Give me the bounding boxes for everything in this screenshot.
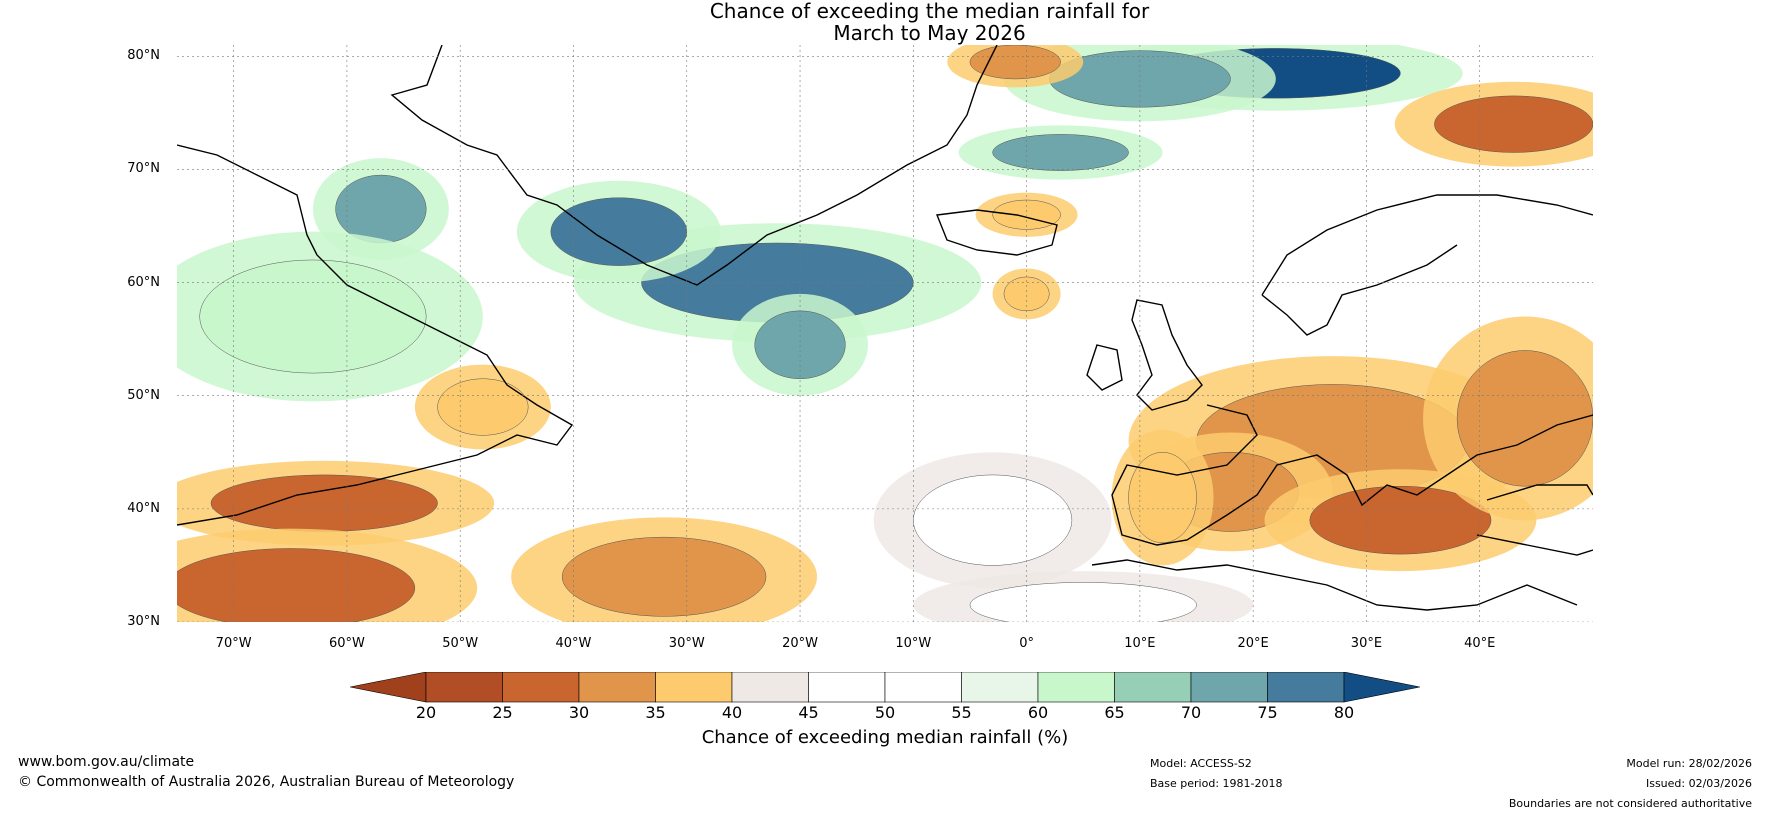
latitude-label: 70°N xyxy=(127,161,160,177)
ireland-coast xyxy=(1086,344,1123,391)
region-turkey-dry xyxy=(1309,485,1492,555)
colorbar-extend-low xyxy=(350,672,427,703)
latitude-label: 60°N xyxy=(127,274,160,290)
colorbar-tick-label: 50 xyxy=(874,703,896,722)
colorbar-bin xyxy=(655,672,733,703)
longitude-label: 50°W xyxy=(442,636,479,651)
longitude-label: 60°W xyxy=(328,636,365,651)
longitude-label: 10°W xyxy=(895,636,932,651)
canada-coast xyxy=(177,144,574,526)
colorbar-bin xyxy=(1267,672,1345,703)
base-period-text: Base period: 1981-2018 xyxy=(1150,777,1283,790)
copyright-text: © Commonwealth of Australia 2026, Austra… xyxy=(18,774,515,790)
website-link[interactable]: www.bom.gov.au/climate xyxy=(18,754,195,770)
britain-coast xyxy=(1131,299,1203,411)
colorbar xyxy=(350,672,1420,703)
colorbar-bin xyxy=(1114,672,1192,703)
latitude-label: 80°N xyxy=(127,48,160,64)
region-labrador-wet xyxy=(199,259,427,374)
longitude-label: 10°E xyxy=(1124,636,1156,651)
colorbar-tick-label: 30 xyxy=(568,703,590,722)
colorbar-tick-label: 35 xyxy=(645,703,666,722)
longitude-label: 40°W xyxy=(555,636,592,651)
longitude-label: 40°E xyxy=(1464,636,1496,651)
colorbar-bin xyxy=(425,672,503,703)
colorbar-bin xyxy=(1037,672,1115,703)
region-irminger-sea-wet xyxy=(550,197,688,266)
region-italy-dry xyxy=(1128,452,1197,544)
colorbar-bin xyxy=(1190,672,1268,703)
africa-coast xyxy=(1091,559,1578,611)
colorbar-bin xyxy=(884,672,962,703)
model-run-text: Model run: 28/02/2026 xyxy=(1626,757,1752,770)
region-iberia-neutral xyxy=(913,474,1073,566)
rainfall-regions xyxy=(177,45,1593,622)
greenland-coast xyxy=(390,45,998,286)
colorbar-extend-high xyxy=(1343,672,1420,703)
colorbar-bin xyxy=(961,672,1039,703)
coastlines xyxy=(177,45,1593,611)
europe-coast xyxy=(1111,404,1593,546)
colorbar-bin xyxy=(731,672,809,703)
issued-text: Issued: 02/03/2026 xyxy=(1645,777,1752,790)
region-north-africa-neutral xyxy=(969,582,1197,622)
region-east-greenland-dry xyxy=(969,45,1061,80)
region-azores-dry xyxy=(561,536,767,617)
colorbar-title: Chance of exceeding median rainfall (%) xyxy=(701,727,1069,748)
region-baffin-wet xyxy=(335,174,427,244)
scandinavia-coast xyxy=(1261,194,1593,336)
colorbar-tick-label: 65 xyxy=(1104,703,1125,722)
region-caspian-dry xyxy=(1456,350,1593,487)
colorbar-tick-label: 70 xyxy=(1180,703,1202,722)
longitude-label: 30°W xyxy=(668,636,705,651)
colorbar-tick-label: 40 xyxy=(721,703,743,722)
colorbar-tick-label: 60 xyxy=(1027,703,1049,722)
disclaimer-text: Boundaries are not considered authoritat… xyxy=(1508,797,1752,810)
latitude-label: 40°N xyxy=(127,500,160,516)
longitude-label: 30°E xyxy=(1350,636,1383,651)
longitude-label: 70°W xyxy=(215,636,252,651)
title-line-1: Chance of exceeding the median rainfall … xyxy=(709,0,1150,23)
region-mid-atlantic-dry-1 xyxy=(437,378,529,436)
title-line-2: March to May 2026 xyxy=(833,21,1026,45)
colorbar-tick-label: 45 xyxy=(798,703,819,722)
model-text: Model: ACCESS-S2 xyxy=(1150,757,1252,770)
colorbar-bin xyxy=(808,672,886,703)
rainfall-map xyxy=(177,45,1593,622)
longitude-label: 0° xyxy=(1019,636,1034,651)
colorbar-tick-label: 75 xyxy=(1257,703,1278,722)
latitude-label: 50°N xyxy=(127,387,160,403)
turkey-coast xyxy=(1476,484,1593,556)
colorbar-tick-label: 25 xyxy=(492,703,513,722)
colorbar-bin xyxy=(502,672,580,703)
region-sargasso-dry xyxy=(177,548,416,622)
colorbar-bin xyxy=(578,672,656,703)
colorbar-tick-label: 55 xyxy=(951,703,972,722)
region-barents-dry xyxy=(1434,95,1593,153)
graticule xyxy=(177,45,1593,622)
longitude-label: 20°E xyxy=(1237,636,1269,651)
region-newfoundland-dry xyxy=(210,474,438,532)
chart-title: Chance of exceeding the median rainfall … xyxy=(0,0,1770,44)
longitude-label: 20°W xyxy=(782,636,818,651)
region-norwegian-sea-wet xyxy=(992,134,1129,171)
iceland-coast xyxy=(936,209,1058,256)
colorbar-tick-label: 20 xyxy=(415,703,437,722)
latitude-label: 30°N xyxy=(127,614,160,629)
colorbar-tick-label: 80 xyxy=(1333,703,1355,722)
